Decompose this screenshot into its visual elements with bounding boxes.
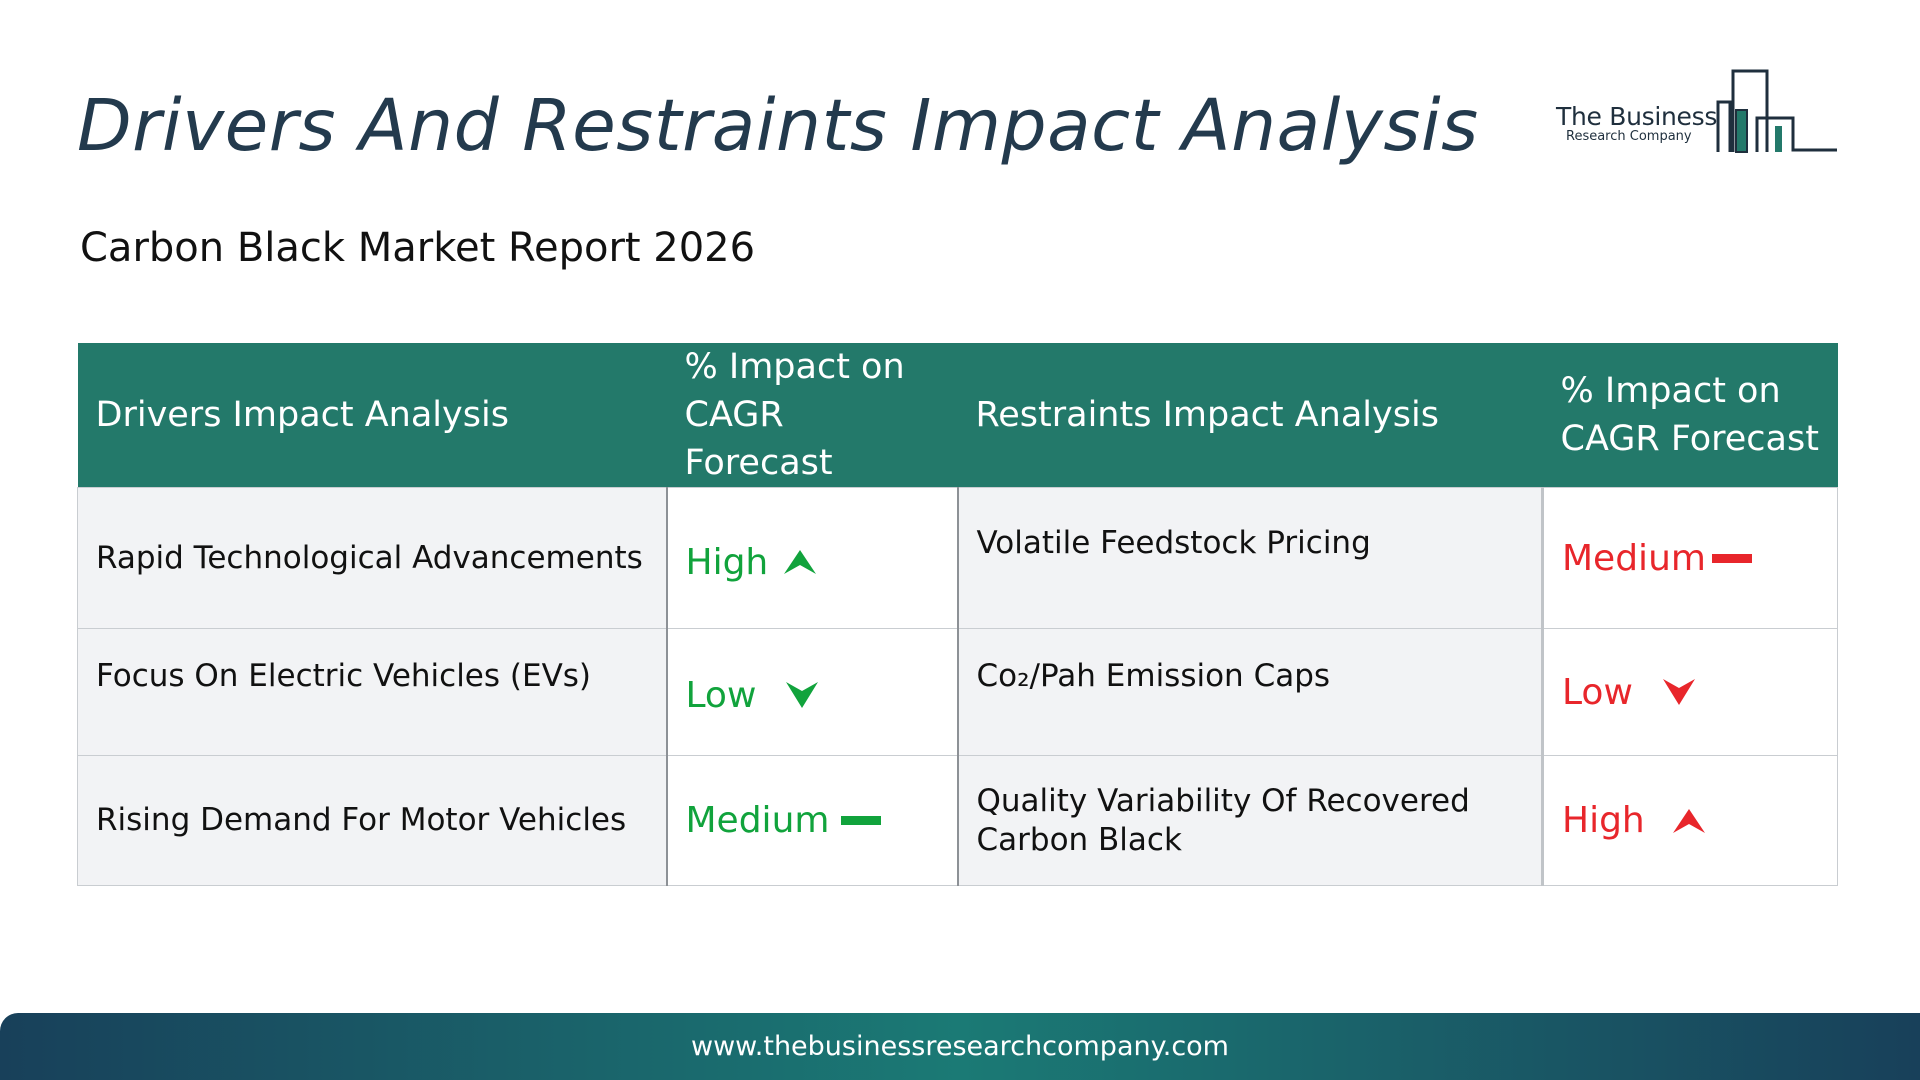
restraint-cell: Co₂/Pah Emission Caps <box>957 628 1543 756</box>
footer-url-link[interactable]: www.thebusinessresearchcompany.com <box>691 1031 1229 1062</box>
restraint-impact-cell: Medium <box>1541 487 1838 629</box>
logo-bars-icon <box>1716 69 1837 153</box>
restraint-impact-label: High <box>1562 800 1645 841</box>
impact-table: Drivers Impact Analysis % Impact on CAGR… <box>77 343 1838 886</box>
driver-impact-label: Medium <box>685 800 830 841</box>
driver-impact-cell: Medium <box>665 755 959 886</box>
table-row: Rapid Technological Advancements High Vo… <box>77 487 1838 629</box>
arrow-up-icon <box>1672 808 1705 833</box>
logo-line1: The Business <box>1556 102 1718 131</box>
driver-cell: Rising Demand For Motor Vehicles <box>77 755 667 886</box>
arrow-down-icon <box>1662 679 1695 705</box>
restraint-impact-label: Medium <box>1562 537 1706 579</box>
report-subtitle: Carbon Black Market Report 2026 <box>80 225 756 271</box>
header-restraints: Restraints Impact Analysis <box>957 343 1543 488</box>
logo-line2: Research Company <box>1566 129 1692 144</box>
footer-bar: www.thebusinessresearchcompany.com <box>0 1013 1920 1080</box>
page-title: Drivers And Restraints Impact Analysis <box>77 84 1479 167</box>
driver-impact-label: Low <box>685 674 757 716</box>
header-drivers-impact: % Impact on CAGR Forecast <box>666 343 958 488</box>
header-restraints-impact: % Impact on CAGR Forecast <box>1542 343 1838 488</box>
driver-impact-cell: High <box>665 487 959 629</box>
arrow-down-icon <box>786 682 819 708</box>
driver-impact-label: High <box>685 541 769 583</box>
company-logo: The Business Research Company <box>1552 66 1837 156</box>
driver-impact-cell: Low <box>665 628 959 756</box>
restraint-impact-label: Low <box>1562 671 1633 713</box>
header-drivers: Drivers Impact Analysis <box>77 343 667 488</box>
restraint-impact-cell: High <box>1541 755 1838 886</box>
restraint-impact-cell: Low <box>1541 628 1838 756</box>
table-row: Focus On Electric Vehicles (EVs) Low Co₂… <box>77 628 1838 756</box>
driver-cell: Focus On Electric Vehicles (EVs) <box>77 628 667 756</box>
table-row: Rising Demand For Motor Vehicles Medium … <box>77 755 1838 886</box>
dash-icon <box>1711 553 1752 563</box>
arrow-up-icon <box>784 550 817 574</box>
dash-icon <box>841 816 882 825</box>
driver-cell: Rapid Technological Advancements <box>77 487 667 629</box>
restraint-cell: Quality Variability Of Recovered Carbon … <box>957 755 1543 886</box>
table-header-row: Drivers Impact Analysis % Impact on CAGR… <box>77 343 1838 488</box>
restraint-cell: Volatile Feedstock Pricing <box>957 487 1543 629</box>
